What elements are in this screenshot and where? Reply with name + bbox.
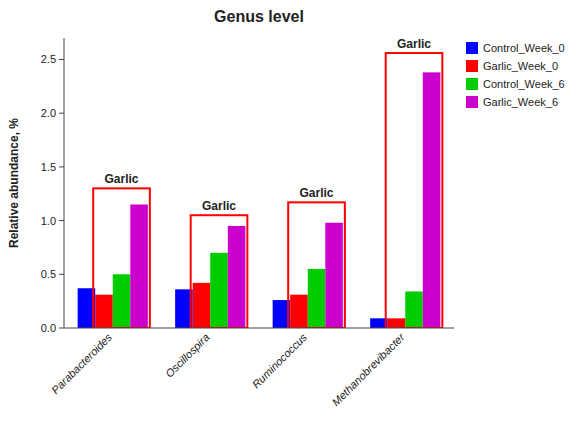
chart-svg: Garlic Garlic Garlic Garlic 0.0 0.5 1.0 1.5 2.0 2… — [0, 0, 586, 424]
chart-container: Garlic Garlic Garlic Garlic 0.0 0.5 1.0 1.5 2.0 2… — [0, 0, 586, 424]
x-tick-label: Parabacteroides — [49, 331, 114, 396]
legend-swatch — [466, 60, 478, 72]
highlight-box — [191, 215, 248, 328]
y-axis-line — [64, 38, 65, 328]
bar — [95, 295, 113, 328]
bar — [388, 318, 406, 328]
highlight-box — [386, 53, 443, 328]
box-label: Garlic — [300, 186, 334, 200]
y-tick — [59, 166, 64, 167]
legend-label: Garlic_Week_6 — [483, 96, 558, 108]
bar — [308, 269, 326, 328]
legend-swatch — [466, 42, 478, 54]
bar — [210, 253, 228, 328]
highlight-box — [93, 188, 150, 328]
legend-swatch — [466, 78, 478, 90]
bar — [228, 226, 246, 328]
bar — [423, 72, 441, 328]
chart-title: Genus level — [214, 8, 304, 25]
y-tick — [59, 59, 64, 60]
bar — [290, 295, 308, 328]
x-tick-label: Ruminococcus — [250, 331, 310, 391]
bar — [405, 291, 423, 328]
y-tick-label: 2.0 — [41, 107, 56, 119]
y-tick-label: 0.0 — [41, 322, 56, 334]
x-tick-label: Methanobrevibacter — [329, 330, 407, 408]
bar — [325, 223, 343, 328]
x-tick-label: Oscillospira — [163, 331, 212, 380]
legend-swatch — [466, 96, 478, 108]
bar — [113, 274, 131, 328]
y-tick — [59, 328, 64, 329]
y-tick-label: 1.5 — [41, 161, 56, 173]
y-tick — [59, 274, 64, 275]
box-label: Garlic — [105, 172, 139, 186]
x-axis-line — [64, 328, 454, 329]
highlight-box — [288, 202, 345, 328]
legend-label: Garlic_Week_0 — [483, 60, 558, 72]
y-tick-label: 1.0 — [41, 215, 56, 227]
legend-label: Control_Week_6 — [483, 78, 565, 90]
bar — [130, 204, 148, 328]
y-tick-label: 2.5 — [41, 53, 56, 65]
y-tick — [59, 113, 64, 114]
bar — [193, 283, 211, 328]
y-tick — [59, 220, 64, 221]
box-label: Garlic — [202, 199, 236, 213]
legend-label: Control_Week_0 — [483, 42, 565, 54]
box-label: Garlic — [397, 37, 431, 51]
highlight-boxes — [93, 53, 442, 328]
y-axis-label: Relative abundance, % — [7, 118, 21, 248]
y-tick-label: 0.5 — [41, 268, 56, 280]
legend: Control_Week_0 Garlic_Week_0 Control_Week_… — [466, 42, 565, 108]
